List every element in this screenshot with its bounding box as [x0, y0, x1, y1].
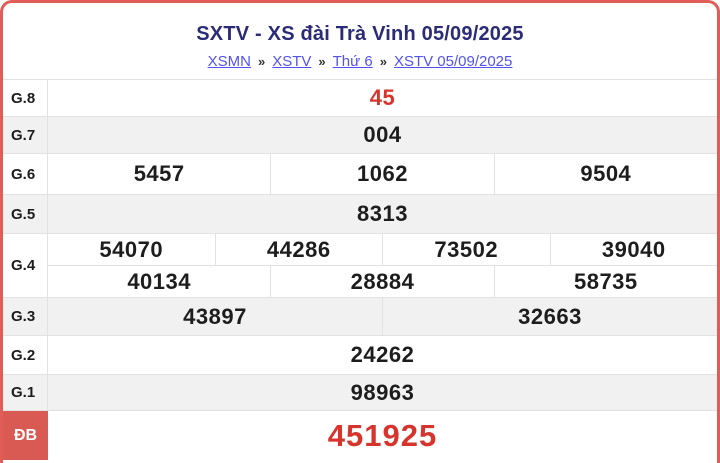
breadcrumb-link-xsmn[interactable]: XSMN: [207, 53, 251, 70]
page-title: SXTV - XS đài Trà Vinh 05/09/2025: [196, 23, 524, 45]
prize-number-g6-1: 5457: [133, 161, 185, 186]
prize-number-special: 451925: [327, 417, 438, 453]
prize-label-special: ĐB: [3, 411, 48, 460]
breadcrumb-link-xstv[interactable]: XSTV: [272, 53, 312, 70]
prize-number-g2: 24262: [350, 342, 415, 367]
table-row-g2: G.2 24262: [3, 335, 717, 374]
prize-number-g3-2: 32663: [382, 298, 717, 335]
prize-number-g4-1: 54070: [99, 236, 164, 262]
prize-number-g1: 98963: [350, 379, 415, 405]
prize-label-g2: G.2: [3, 336, 48, 374]
prize-number-g6-3: 9504: [493, 154, 717, 194]
prize-label-g3: G.3: [3, 298, 48, 335]
prize-label-g1: G.1: [3, 375, 48, 410]
prize-label-g6: G.6: [3, 154, 48, 194]
breadcrumb-separator: »: [257, 54, 266, 69]
prize-number-g4-5: 40134: [127, 268, 191, 294]
prize-number-g8: 45: [369, 85, 396, 110]
table-row-g8: G.8 45: [3, 79, 717, 116]
table-row-g1: G.1 98963: [3, 374, 717, 410]
prize-number-g4-6: 28884: [270, 266, 493, 297]
prize-label-g7: G.7: [3, 117, 48, 153]
prize-label-g8: G.8: [3, 80, 48, 116]
card-header: SXTV - XS đài Trà Vinh 05/09/2025 XSMN »…: [3, 3, 717, 79]
table-row-g7: G.7 004: [3, 116, 717, 153]
table-row-g6: G.6 5457 1062 9504: [3, 153, 717, 194]
prize-number-g4-3: 73502: [382, 234, 550, 265]
prize-number-g4-4: 39040: [549, 234, 718, 265]
table-row-g5: G.5 8313: [3, 194, 717, 233]
breadcrumb-link-draw-date[interactable]: XSTV 05/09/2025: [393, 53, 513, 70]
prize-label-g4: G.4: [3, 234, 48, 297]
prize-number-g4-7: 58735: [493, 266, 717, 297]
prize-number-g6-2: 1062: [270, 154, 493, 194]
prize-number-g4-2: 44286: [214, 234, 383, 265]
breadcrumb-separator: »: [379, 54, 387, 69]
prize-number-g5: 8313: [357, 201, 408, 226]
prize-number-g7: 004: [363, 122, 402, 147]
table-row-g4: G.4 54070 44286 73502 39040 40134 28884 …: [3, 233, 717, 297]
table-row-special-prize: ĐB 451925: [3, 410, 717, 460]
results-table: G.8 45 G.7 004 G.6 5457 1062 9504 G.5 83…: [3, 79, 717, 460]
breadcrumb: XSMN » XSTV » Thứ 6 » XSTV 05/09/2025: [3, 53, 717, 70]
prize-label-g5: G.5: [3, 195, 48, 233]
breadcrumb-separator: »: [318, 54, 326, 69]
breadcrumb-link-weekday[interactable]: Thứ 6: [332, 53, 373, 70]
table-row-g3: G.3 43897 32663: [3, 297, 717, 335]
prize-number-g3-1: 43897: [183, 303, 247, 329]
